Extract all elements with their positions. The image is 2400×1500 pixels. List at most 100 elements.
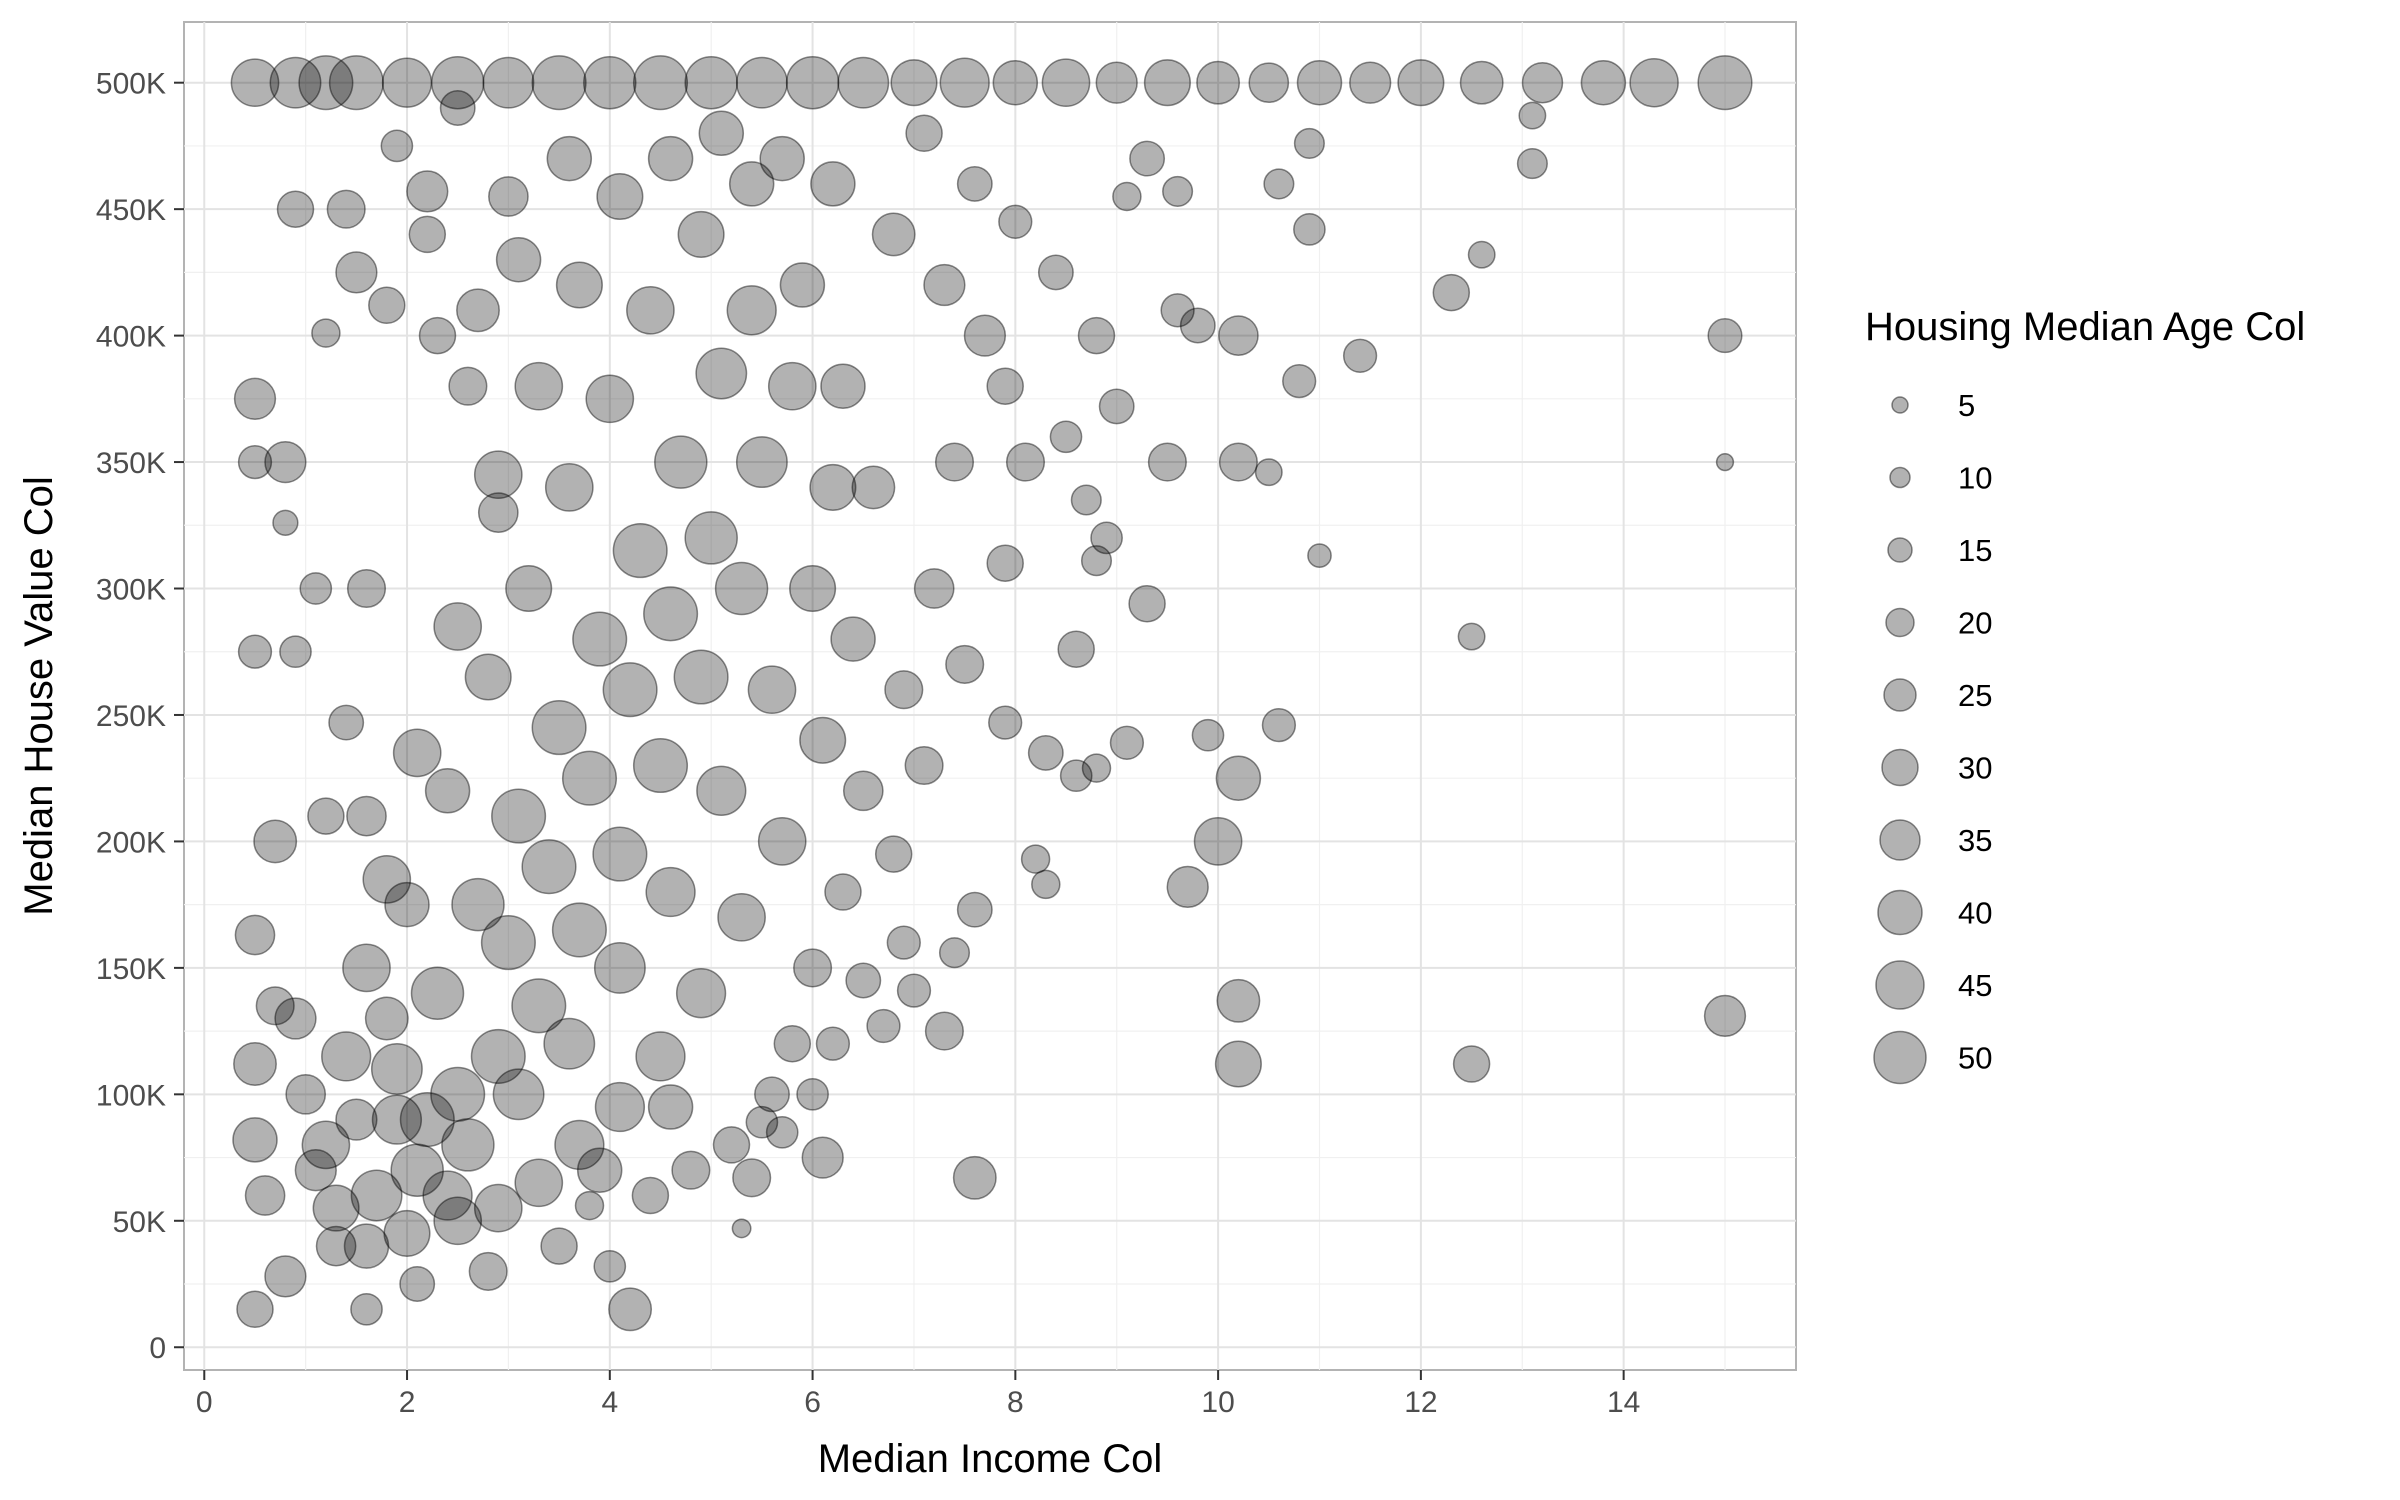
data-point bbox=[505, 564, 553, 613]
y-tick-label: 150K bbox=[96, 953, 166, 986]
data-point bbox=[785, 55, 840, 110]
data-point bbox=[728, 161, 775, 207]
data-point bbox=[986, 367, 1024, 405]
data-point bbox=[364, 996, 409, 1041]
data-point bbox=[384, 881, 430, 928]
data-point bbox=[230, 58, 280, 108]
minor-gridlines bbox=[184, 22, 1796, 1370]
data-point bbox=[717, 892, 766, 942]
data-point bbox=[647, 135, 694, 182]
data-point bbox=[1214, 1040, 1262, 1088]
legend-key-label: 5 bbox=[1958, 388, 1975, 423]
data-point bbox=[608, 1287, 653, 1332]
data-point bbox=[408, 215, 447, 254]
data-point bbox=[392, 728, 442, 778]
data-point bbox=[1160, 293, 1195, 328]
data-point bbox=[673, 649, 729, 705]
data-point bbox=[531, 55, 587, 111]
legend-key-symbol bbox=[1877, 889, 1923, 936]
data-point bbox=[732, 1158, 772, 1198]
data-point bbox=[1516, 148, 1548, 180]
data-point bbox=[495, 236, 542, 283]
data-point bbox=[632, 55, 689, 111]
data-point bbox=[745, 1105, 779, 1139]
data-point bbox=[635, 1031, 686, 1082]
data-point bbox=[311, 318, 341, 348]
data-point bbox=[845, 962, 882, 999]
data-point bbox=[594, 1081, 646, 1133]
data-point bbox=[439, 90, 476, 126]
data-point bbox=[820, 363, 866, 409]
data-point bbox=[924, 1011, 964, 1051]
data-point bbox=[237, 444, 273, 480]
data-point bbox=[315, 1225, 357, 1267]
legend-key-label: 50 bbox=[1958, 1041, 1992, 1076]
data-point bbox=[464, 653, 512, 701]
data-point bbox=[904, 745, 944, 786]
data-point bbox=[406, 170, 449, 213]
data-point bbox=[514, 361, 564, 411]
data-point bbox=[430, 1066, 486, 1122]
data-point bbox=[255, 986, 295, 1026]
data-point bbox=[837, 56, 890, 109]
data-point bbox=[998, 204, 1033, 239]
data-point bbox=[279, 635, 312, 669]
legend-key-symbol bbox=[1875, 960, 1925, 1010]
data-point bbox=[1112, 181, 1142, 212]
data-point bbox=[1057, 630, 1095, 668]
data-point bbox=[1081, 753, 1112, 783]
data-point bbox=[886, 925, 921, 960]
data-point bbox=[1452, 1045, 1491, 1083]
data-point bbox=[555, 261, 603, 309]
data-point bbox=[643, 586, 699, 642]
data-point bbox=[938, 937, 971, 969]
data-point bbox=[896, 973, 932, 1008]
data-point bbox=[321, 1031, 372, 1082]
data-point bbox=[422, 1170, 473, 1221]
data-point bbox=[939, 57, 990, 108]
data-point bbox=[842, 770, 884, 812]
data-point bbox=[1179, 307, 1216, 344]
data-point bbox=[468, 1251, 508, 1291]
data-point bbox=[1216, 978, 1261, 1023]
legend-key-label: 35 bbox=[1958, 823, 1992, 858]
data-point bbox=[264, 1255, 307, 1298]
data-point bbox=[456, 288, 500, 333]
data-point bbox=[383, 1209, 431, 1257]
legend-key-symbol bbox=[1885, 607, 1915, 638]
data-point bbox=[1307, 543, 1332, 568]
data-point bbox=[1077, 316, 1116, 355]
data-point bbox=[884, 670, 924, 710]
data-point bbox=[390, 1143, 444, 1197]
data-point bbox=[335, 251, 378, 294]
data-point bbox=[551, 902, 607, 958]
data-point bbox=[963, 314, 1007, 357]
legend-key-symbol bbox=[1887, 537, 1913, 563]
y-tick-label: 400K bbox=[96, 321, 166, 354]
data-point bbox=[451, 877, 505, 932]
legend-key-label: 45 bbox=[1958, 968, 1992, 1003]
data-point bbox=[381, 57, 433, 108]
data-point bbox=[380, 129, 414, 163]
data-point bbox=[1349, 61, 1392, 104]
y-tick-label: 350K bbox=[96, 447, 166, 480]
data-point bbox=[544, 463, 594, 512]
data-point bbox=[1059, 759, 1093, 793]
data-point bbox=[424, 768, 471, 814]
data-point bbox=[645, 866, 696, 918]
data-point bbox=[543, 1017, 596, 1070]
legend-key-label: 40 bbox=[1958, 896, 1992, 931]
data-point bbox=[1095, 61, 1138, 104]
data-point bbox=[671, 1150, 711, 1190]
data-point bbox=[992, 59, 1039, 106]
data-point bbox=[433, 1196, 483, 1246]
data-point bbox=[1090, 521, 1123, 555]
data-point bbox=[1191, 718, 1225, 752]
data-point bbox=[233, 377, 277, 420]
data-point bbox=[695, 347, 748, 400]
data-point bbox=[810, 161, 856, 207]
data-point bbox=[1580, 59, 1627, 106]
data-point bbox=[815, 1026, 851, 1061]
y-axis-ticks: 0 50K 100K 150K 200K 250K 300K 350K 400K 450K 500K bbox=[96, 68, 184, 1365]
legend-key-label: 20 bbox=[1958, 606, 1992, 641]
